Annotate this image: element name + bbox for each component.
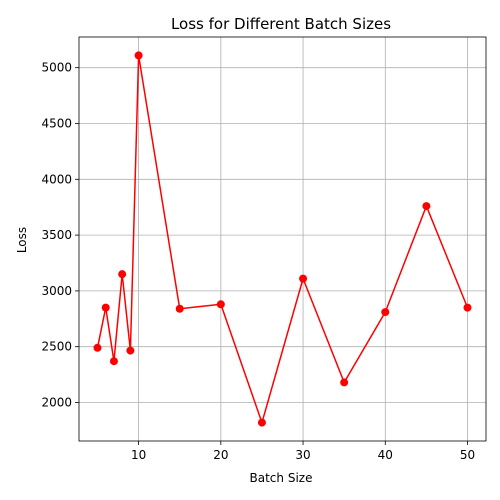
data-point bbox=[109, 357, 118, 366]
x-tick-label: 50 bbox=[460, 448, 475, 462]
y-tick-label: 4500 bbox=[41, 116, 72, 130]
series-line bbox=[96, 54, 469, 424]
data-point bbox=[175, 304, 184, 313]
data-point bbox=[463, 303, 472, 312]
data-point bbox=[101, 303, 110, 312]
grid bbox=[79, 37, 486, 441]
y-tick-label: 3000 bbox=[41, 284, 72, 298]
y-tick-label: 3500 bbox=[41, 228, 72, 242]
y-tick-label: 2000 bbox=[41, 395, 72, 409]
data-point bbox=[118, 270, 127, 279]
data-point bbox=[422, 202, 431, 211]
data-point bbox=[340, 378, 349, 387]
y-axis-title: Loss bbox=[15, 227, 29, 253]
data-point bbox=[126, 346, 135, 355]
data-point bbox=[257, 418, 266, 427]
data-point bbox=[134, 51, 143, 60]
x-tick-label: 10 bbox=[131, 448, 146, 462]
data-point bbox=[93, 343, 102, 352]
x-axis-title: Batch Size bbox=[250, 471, 313, 485]
data-point bbox=[216, 300, 225, 309]
axes: 10 20 30 40 50 2000 2500 3000 3500 4000 4500 5000 bbox=[41, 36, 487, 462]
y-tick-label: 4000 bbox=[41, 172, 72, 186]
data-point bbox=[299, 274, 308, 283]
y-tick-label: 2500 bbox=[41, 340, 72, 354]
chart-title: Loss for Different Batch Sizes bbox=[171, 15, 391, 33]
y-tick-label: 5000 bbox=[41, 61, 72, 75]
x-tick-label: 30 bbox=[295, 448, 310, 462]
x-tick-label: 40 bbox=[378, 448, 393, 462]
data-point bbox=[381, 308, 390, 317]
series-layer bbox=[93, 51, 472, 427]
plot-frame bbox=[78, 36, 487, 442]
x-tick-label: 20 bbox=[213, 448, 228, 462]
